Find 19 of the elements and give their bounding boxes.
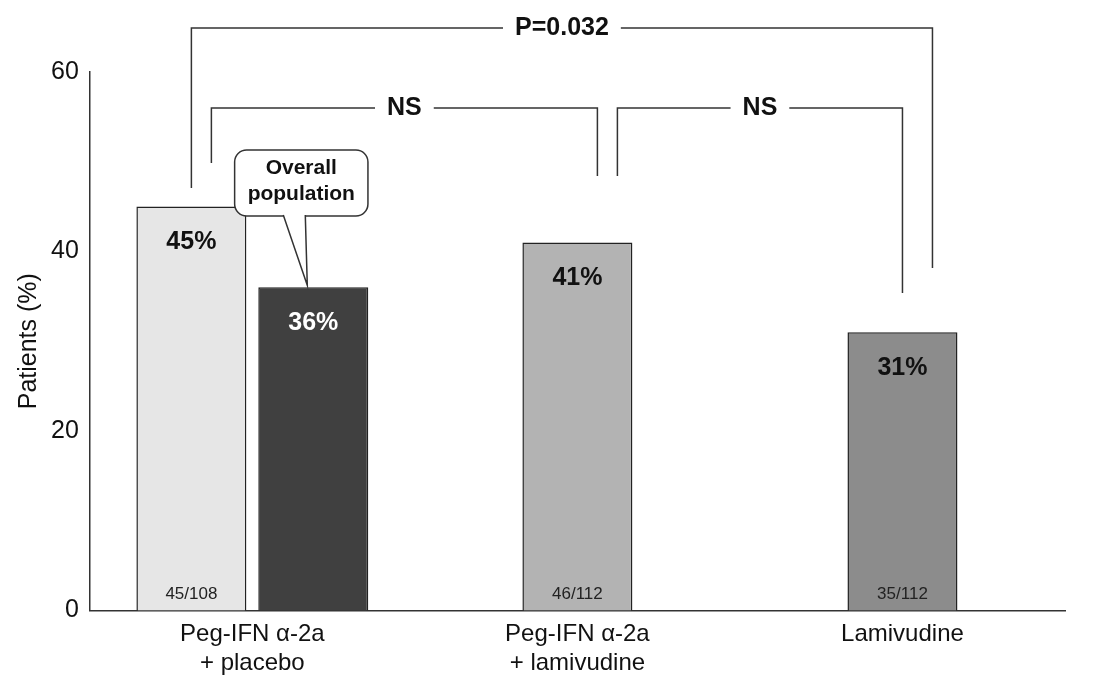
y-tick-label: 40: [51, 235, 79, 264]
data-label: 31%: [877, 352, 928, 381]
annotation: 35/112: [877, 583, 928, 603]
x-tick-label: Peg-IFN α-2a + lamivudine: [505, 619, 651, 676]
data-label: 41%: [552, 262, 603, 291]
y-tick-label: 60: [51, 55, 79, 84]
x-tick-label: Lamivudine: [841, 619, 964, 647]
annotation: NS: [742, 91, 778, 120]
text: P=0.032: [515, 11, 609, 40]
text: Overall population: [247, 155, 355, 205]
y-tick-label: 0: [64, 594, 79, 623]
y-tick-label: 20: [51, 414, 79, 443]
y-axis-title: Patients (%): [12, 273, 41, 410]
annotation: 45/108: [165, 583, 218, 603]
x-tick-label: Peg-IFN α-2a + placebo: [180, 619, 326, 676]
annotation: NS: [387, 91, 422, 120]
data-label: 45%: [166, 226, 217, 255]
data-label: 36%: [288, 307, 339, 336]
annotation: 46/112: [552, 583, 603, 603]
